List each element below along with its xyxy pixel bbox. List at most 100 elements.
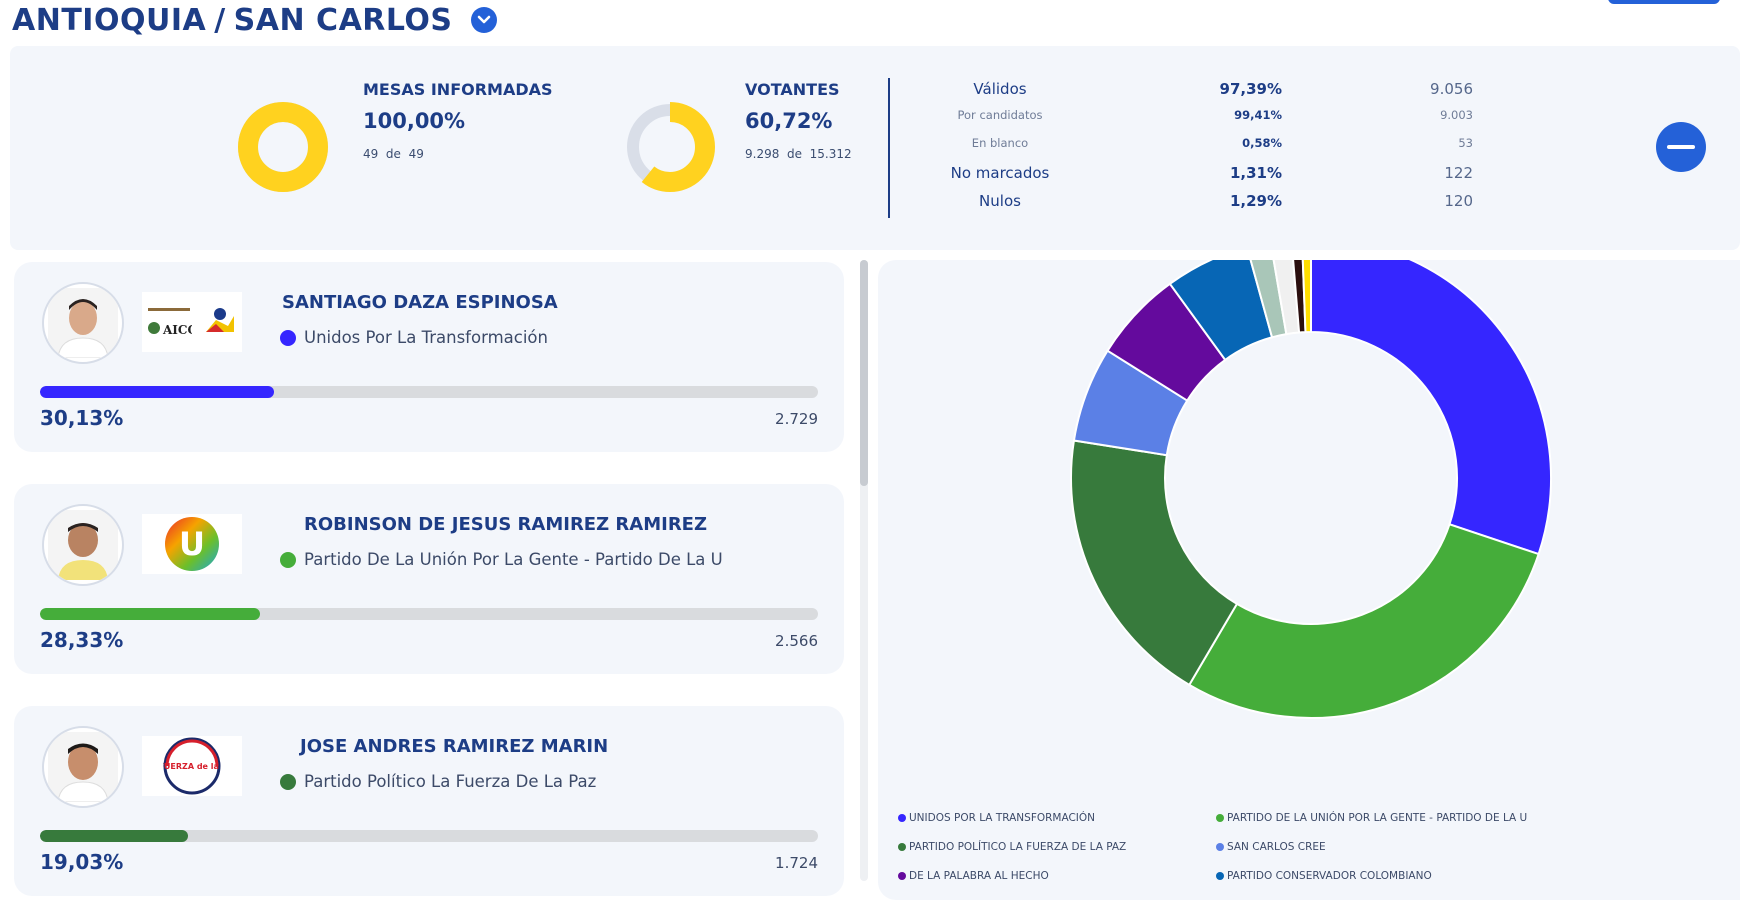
- legend-label: DE LA PALABRA AL HECHO: [909, 870, 1049, 882]
- vote-progress-bar: [40, 608, 818, 620]
- row-label: Válidos: [973, 80, 1027, 98]
- candidate-avatar: [42, 282, 124, 364]
- row-label: En blanco: [971, 136, 1029, 150]
- row-validos: Válidos 97,39% 9.056: [900, 80, 1500, 108]
- summary-divider: [888, 78, 890, 218]
- legend-label: PARTIDO POLÍTICO LA FUERZA DE LA PAZ: [909, 841, 1127, 853]
- row-en-blanco: En blanco 0,58% 53: [900, 136, 1500, 164]
- location-dropdown-button[interactable]: [470, 7, 497, 33]
- row-percentage: 99,41%: [1234, 108, 1282, 122]
- legend-item[interactable]: DE LA PALABRA AL HECHO: [898, 870, 1049, 882]
- candidates-scroll-thumb[interactable]: [860, 260, 868, 486]
- row-por-candidatos: Por candidatos 99,41% 9.003: [900, 108, 1500, 136]
- candidate-votes: 2.729: [775, 410, 818, 428]
- mesas-ring-chart: [238, 102, 328, 192]
- partido-u-logo: U: [165, 517, 219, 571]
- row-percentage: 1,29%: [1229, 192, 1282, 210]
- row-count: 9.003: [1440, 108, 1473, 122]
- aico-logo-text: AICO: [162, 323, 192, 337]
- candidate-party: Unidos Por La Transformación: [280, 328, 548, 347]
- votantes-of-word: de: [787, 147, 802, 161]
- party-name: Unidos Por La Transformación: [304, 328, 548, 347]
- person-photo-icon: [48, 288, 118, 358]
- legend-color-dot: [1216, 843, 1224, 851]
- legend-item[interactable]: PARTIDO POLÍTICO LA FUERZA DE LA PAZ: [898, 841, 1126, 853]
- row-percentage: 0,58%: [1242, 136, 1282, 150]
- candidate-avatar: [42, 504, 124, 586]
- row-count: 9.056: [1430, 80, 1473, 98]
- mesas-count: 49 de 49: [363, 147, 553, 161]
- candidate-card[interactable]: AICO SANTIAGO DAZA ESPINOSA Unidos Por L…: [14, 262, 844, 452]
- legend-color-dot: [898, 843, 906, 851]
- party-logos: U: [142, 514, 242, 574]
- legend-color-dot: [898, 814, 906, 822]
- row-count: 53: [1458, 136, 1473, 150]
- row-label: Por candidatos: [957, 108, 1043, 122]
- legend-color-dot: [1216, 872, 1224, 880]
- row-label: No marcados: [950, 164, 1050, 182]
- party-name: Partido De La Unión Por La Gente - Parti…: [304, 550, 723, 569]
- candidate-avatar: [42, 726, 124, 808]
- mesas-total: 49: [408, 147, 424, 161]
- candidate-name: JOSE ANDRES RAMIREZ MARIN: [300, 736, 609, 757]
- fuerza-paz-logo: La FUERZA de la PAZ: [163, 737, 221, 795]
- legend-color-dot: [898, 872, 906, 880]
- partido-u-logo-text: U: [179, 525, 205, 563]
- candidate-party: Partido Político La Fuerza De La Paz: [280, 772, 596, 791]
- mesas-label: MESAS INFORMADAS: [363, 80, 553, 99]
- candidate-votes: 2.566: [775, 632, 818, 650]
- party-color-dot: [280, 329, 296, 346]
- collapse-summary-button[interactable]: [1656, 122, 1706, 172]
- top-right-button[interactable]: [1608, 0, 1720, 4]
- candidate-card[interactable]: La FUERZA de la PAZ JOSE ANDRES RAMIREZ …: [14, 706, 844, 896]
- row-percentage: 97,39%: [1219, 80, 1282, 98]
- mesas-informed-count: 49: [363, 147, 379, 161]
- donut-slice[interactable]: [1310, 260, 1552, 556]
- candidate-card[interactable]: U ROBINSON DE JESUS RAMIREZ RAMIREZ Part…: [14, 484, 844, 674]
- mesas-stat: MESAS INFORMADAS 100,00% 49 de 49: [363, 80, 553, 161]
- row-percentage: 1,31%: [1229, 164, 1282, 182]
- transformacion-logo: [198, 304, 238, 340]
- row-nulos: Nulos 1,29% 120: [900, 192, 1500, 220]
- aico-logo: AICO: [148, 308, 192, 337]
- mesas-of-word: de: [385, 147, 401, 161]
- legend-label: UNIDOS POR LA TRANSFORMACIÓN: [909, 812, 1096, 824]
- party-color-dot: [280, 551, 296, 568]
- votantes-stat: VOTANTES 60,72% 9.298 de 15.312: [745, 80, 852, 161]
- candidates-scrollbar[interactable]: [860, 260, 868, 881]
- department-name: ANTIOQUIA: [12, 2, 207, 38]
- vote-progress-fill: [40, 386, 275, 398]
- donut-slice[interactable]: [1069, 439, 1239, 687]
- legend-label: PARTIDO DE LA UNIÓN POR LA GENTE - PARTI…: [1227, 812, 1528, 824]
- fuerza-paz-logo-text: La FUERZA de la PAZ: [163, 762, 221, 771]
- legend-label: PARTIDO CONSERVADOR COLOMBIANO: [1227, 870, 1432, 882]
- donut-slice[interactable]: [1301, 260, 1312, 334]
- donut-slice[interactable]: [1187, 523, 1540, 719]
- party-name: Partido Político La Fuerza De La Paz: [304, 772, 597, 791]
- vote-progress-fill: [40, 608, 261, 620]
- votantes-voted-count: 9.298: [745, 147, 780, 161]
- legend-item[interactable]: PARTIDO DE LA UNIÓN POR LA GENTE - PARTI…: [1216, 812, 1527, 824]
- minus-icon: [1667, 145, 1695, 149]
- candidate-percentage: 28,33%: [40, 628, 124, 652]
- candidate-name: SANTIAGO DAZA ESPINOSA: [282, 292, 558, 313]
- title-separator: /: [214, 2, 226, 38]
- row-label: Nulos: [979, 192, 1021, 210]
- candidate-party: Partido De La Unión Por La Gente - Parti…: [280, 550, 723, 569]
- candidate-name: ROBINSON DE JESUS RAMIREZ RAMIREZ: [304, 514, 708, 535]
- person-photo-icon: [48, 732, 118, 802]
- summary-panel: MESAS INFORMADAS 100,00% 49 de 49 VOTANT…: [10, 46, 1740, 250]
- candidate-votes: 1.724: [775, 854, 818, 872]
- mesas-ring-fill: [238, 102, 328, 192]
- legend-item[interactable]: SAN CARLOS CREE: [1216, 841, 1326, 853]
- legend-item[interactable]: PARTIDO CONSERVADOR COLOMBIANO: [1216, 870, 1432, 882]
- votantes-total: 15.312: [809, 147, 852, 161]
- votantes-count: 9.298 de 15.312: [745, 147, 852, 161]
- vote-progress-bar: [40, 830, 818, 842]
- vote-progress-fill: [40, 830, 189, 842]
- legend-label: SAN CARLOS CREE: [1227, 841, 1326, 853]
- municipality-name: SAN CARLOS: [233, 2, 453, 38]
- legend-item[interactable]: UNIDOS POR LA TRANSFORMACIÓN: [898, 812, 1095, 824]
- votantes-ring-fill: [625, 102, 715, 192]
- party-color-dot: [280, 773, 296, 790]
